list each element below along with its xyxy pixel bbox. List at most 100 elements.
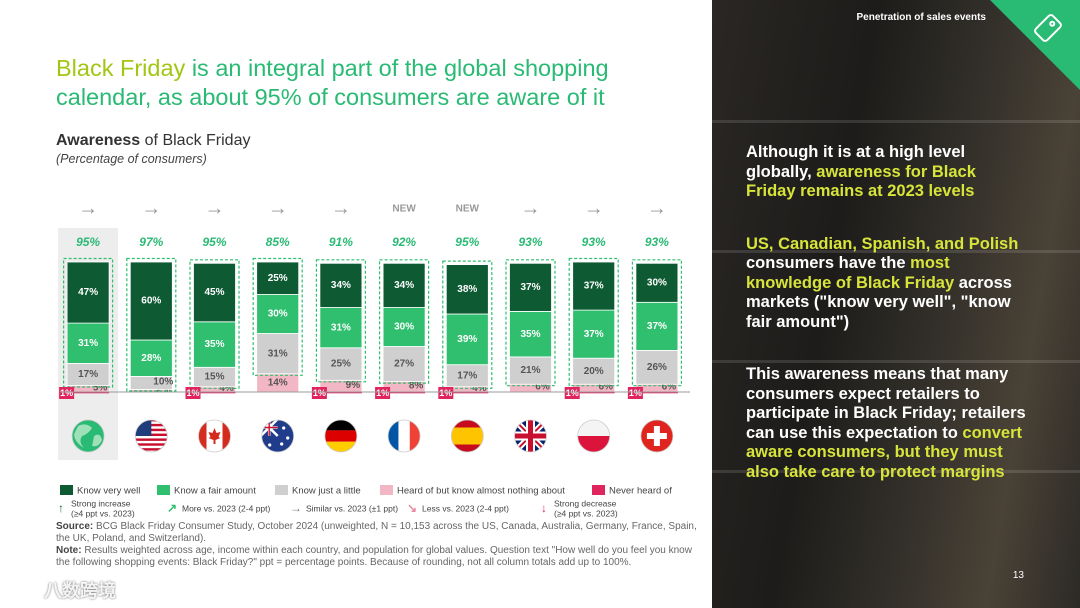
value-label: 37% [520, 282, 540, 293]
value-label: 1% [566, 388, 579, 398]
bar-segment [66, 261, 110, 324]
value-label: 1% [186, 388, 199, 398]
value-label-box [311, 387, 327, 399]
flag-stripe [398, 420, 410, 452]
value-label: 60% [141, 296, 161, 307]
value-label: 21% [520, 365, 540, 376]
trend-label: NEW [392, 204, 416, 215]
bar-segment [635, 262, 679, 303]
bar-segment [635, 301, 679, 351]
value-label: 14% [268, 378, 288, 389]
trend-label: → [205, 197, 225, 219]
flag [640, 420, 673, 452]
flag-ring [450, 419, 484, 453]
awareness-box [505, 259, 556, 387]
sidebar-text: convert aware consumers, but they must a… [746, 423, 1022, 481]
trend-legend-label: Strong increase [71, 498, 131, 508]
bar-segment [446, 392, 489, 394]
legend-label: Heard of but know almost nothing about [397, 486, 565, 497]
flag-ring [134, 419, 168, 453]
trend-legend-label: More vs. 2023 (2-4 ppt) [182, 503, 271, 513]
value-label: 27% [394, 359, 414, 370]
bar-segment [383, 392, 426, 394]
trend-legend-icon: ↑ [58, 501, 64, 515]
note-text: Results weighted across age, income with… [56, 545, 692, 568]
value-label: 26% [647, 362, 667, 373]
flag-stripe [135, 448, 168, 451]
value-label: 25% [268, 273, 288, 284]
flag [451, 420, 484, 452]
bar-segment [66, 322, 110, 364]
flag [135, 420, 168, 451]
flag-leaf [208, 428, 221, 444]
trend-legend-detail: (≥4 ppt vs. 2023) [71, 508, 135, 518]
bar-segment [319, 262, 363, 308]
shelf [712, 360, 1080, 363]
value-label: 37% [584, 329, 604, 340]
flag-stripe [135, 443, 168, 446]
value-label: 30% [647, 277, 667, 288]
shelf [712, 250, 1080, 253]
value-label: 34% [331, 280, 351, 291]
sidebar-text: most knowledge of Black Friday [746, 254, 955, 292]
bar-segment [382, 307, 426, 347]
sidebar-paragraph: Although it is at a high level globally,… [746, 143, 1028, 202]
bar-segment [319, 307, 363, 349]
flag-stripe [577, 420, 610, 436]
globe-land [74, 424, 103, 448]
value-label-box [564, 387, 580, 399]
chart-title: Awareness of Black Friday [56, 132, 250, 150]
value-label: 31% [331, 322, 351, 333]
bar-segment [509, 310, 552, 358]
flag-side [198, 420, 207, 452]
value-label: 1% [60, 388, 73, 398]
total-label: 95% [202, 235, 226, 249]
flag-ring [387, 419, 421, 453]
value-label-box [375, 387, 391, 399]
bar-segment [572, 357, 616, 385]
value-label: 1% [376, 388, 389, 398]
bar-segment [129, 339, 173, 377]
trend-label: → [78, 197, 98, 219]
source: Source: BCG Black Friday Consumer Study,… [56, 521, 700, 545]
value-label: 9% [346, 380, 361, 391]
value-label-box [627, 387, 643, 399]
headline-text: is an integral part of the global shoppi… [56, 55, 609, 110]
trend-legend-icon: ↗ [167, 501, 177, 515]
sidebar-text: awareness for Black Friday remains at 20… [746, 162, 976, 201]
legend-swatch [60, 485, 73, 495]
value-label: 6% [662, 382, 677, 393]
bar-segment [193, 392, 236, 394]
total-label: 92% [392, 235, 416, 249]
bar-segment [635, 392, 678, 394]
flag-ring [640, 419, 674, 453]
legend-swatch [275, 485, 288, 495]
value-label: 2% [156, 384, 171, 395]
flag [72, 420, 105, 452]
value-label: 17% [78, 369, 98, 380]
sidebar-text: US, Canadian, Spanish, and Polish [746, 234, 1019, 253]
flag-cross [646, 426, 667, 446]
trend-legend-icon: ↘ [407, 501, 417, 515]
total-label: 95% [455, 235, 479, 249]
trend-legend-icon: ↓ [541, 501, 547, 515]
bar-segment [572, 309, 616, 359]
bar-segment [445, 313, 489, 366]
footnotes: Source: BCG Black Friday Consumer Study,… [56, 521, 700, 569]
flag-stripe [135, 438, 168, 441]
sidebar-paragraph: US, Canadian, Spanish, and Polish consum… [746, 235, 1028, 333]
bar-segment [382, 262, 426, 308]
flag-ring [71, 419, 105, 453]
value-label: 39% [457, 334, 477, 345]
trend-legend-icon: → [290, 501, 302, 515]
note: Note: Results weighted across age, incom… [56, 545, 700, 569]
total-label: 93% [518, 235, 542, 249]
trend-label: → [647, 197, 667, 219]
flag-stripe [451, 427, 484, 445]
bar-segment [445, 264, 489, 315]
headline: Black Friday is an integral part of the … [56, 54, 696, 112]
flag-stripe [388, 420, 399, 452]
value-label: 10% [153, 377, 173, 388]
awareness-box [62, 257, 114, 388]
